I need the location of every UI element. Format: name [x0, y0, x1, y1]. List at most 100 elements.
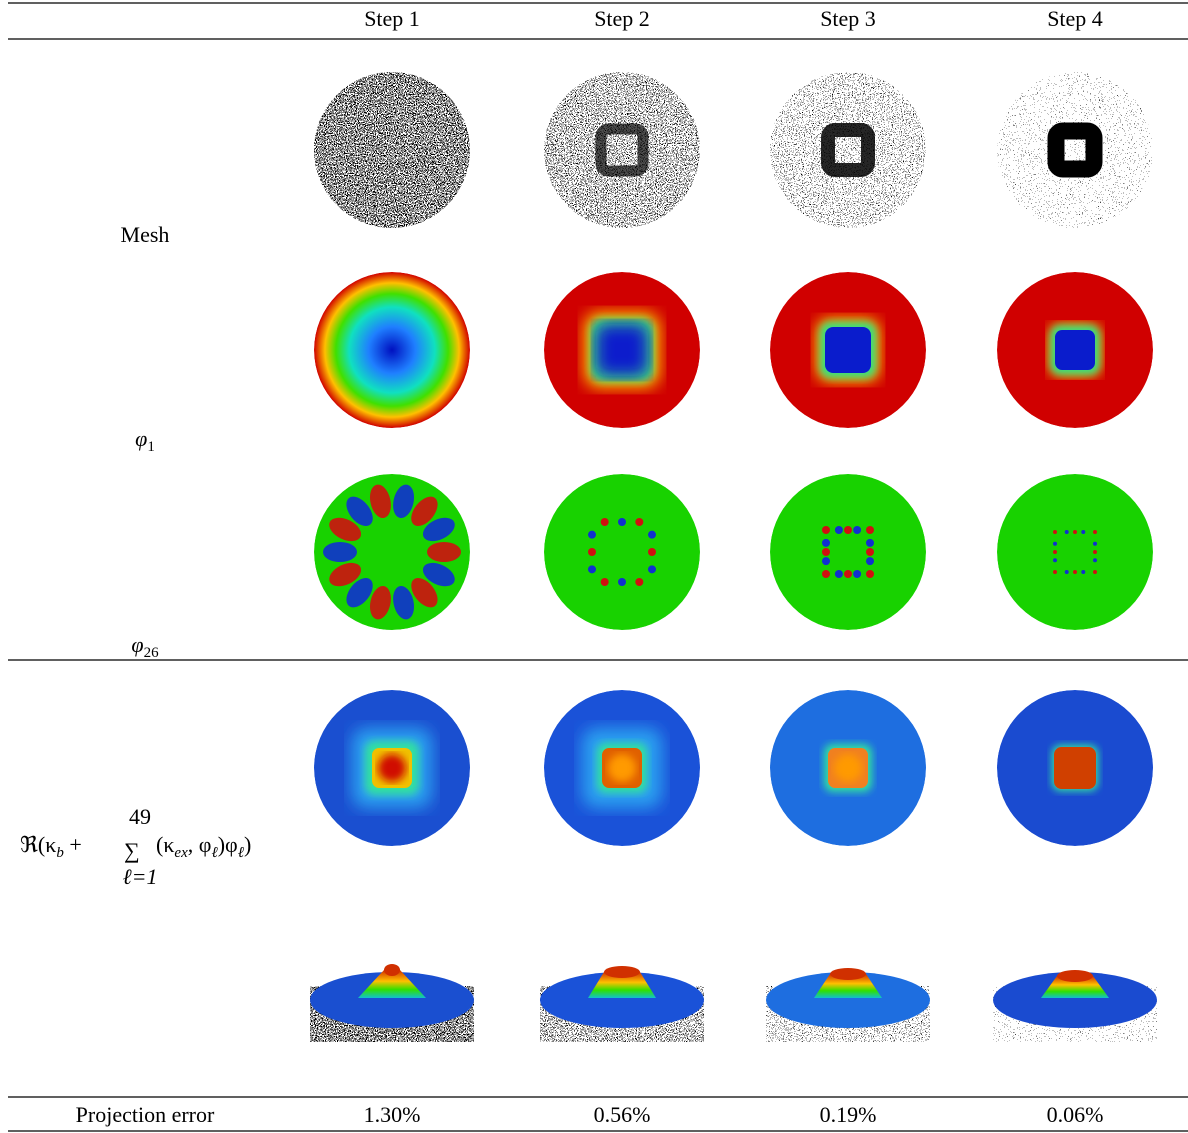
lobe [393, 585, 415, 620]
field [997, 474, 1153, 630]
square [1054, 747, 1096, 789]
lobe [834, 526, 843, 534]
block-top [1057, 970, 1093, 982]
clip [997, 690, 1153, 846]
block-side [588, 972, 656, 998]
formula-part: , φ [188, 832, 212, 857]
square [596, 324, 648, 376]
square [1047, 122, 1103, 178]
clip [544, 690, 700, 846]
clip [544, 72, 700, 228]
clip [997, 474, 1153, 630]
lobe [600, 518, 609, 526]
clip [314, 690, 470, 846]
lobe [427, 542, 461, 562]
formula-part: ) [244, 832, 251, 857]
lobe [369, 484, 391, 519]
lobe [1053, 570, 1057, 574]
lobe [844, 570, 852, 578]
mesh-image [314, 72, 470, 228]
kappa-image [997, 690, 1153, 846]
error-value: 1.30% [364, 1102, 421, 1127]
lobe [422, 517, 455, 542]
lobe [1093, 558, 1097, 563]
square [1055, 330, 1095, 370]
block-side [814, 974, 882, 998]
lobe [1093, 570, 1097, 574]
base-top [766, 972, 930, 1028]
lobe [648, 565, 656, 574]
formula-part: + [64, 832, 82, 857]
clip [997, 272, 1153, 428]
lobe [822, 538, 830, 547]
kappa-3d-image [766, 968, 930, 1042]
square [595, 123, 649, 177]
error-value: 0.06% [1047, 1102, 1104, 1127]
lobe [866, 570, 874, 578]
clip [770, 72, 926, 228]
lobe [1053, 550, 1057, 554]
lobe [600, 578, 609, 586]
lobe [648, 530, 656, 539]
square [825, 327, 871, 373]
lobe [1064, 530, 1069, 534]
phi26-image [770, 474, 926, 630]
row-label: Projection error [76, 1102, 215, 1127]
phi26-image [314, 474, 470, 630]
field [544, 474, 700, 630]
lobe [866, 526, 874, 534]
lobe [648, 548, 656, 556]
base-top [310, 972, 474, 1028]
lobe [329, 562, 362, 587]
block-top [384, 964, 400, 976]
lobe [588, 565, 596, 574]
lobe [618, 518, 626, 526]
lobe [635, 578, 644, 586]
clip [314, 272, 470, 428]
lobe [866, 557, 874, 566]
lobe [1093, 550, 1097, 554]
phi1-image [997, 272, 1153, 428]
lobe [618, 578, 626, 586]
mesh-image [997, 72, 1153, 228]
clip [770, 690, 926, 846]
lobe [411, 496, 438, 527]
mesh-dots [544, 72, 700, 228]
lobe [393, 484, 415, 519]
core [378, 754, 406, 782]
lobe [1053, 530, 1057, 534]
clip [997, 72, 1153, 228]
phi26-image [997, 474, 1153, 630]
lobe [822, 526, 830, 534]
block-side [1041, 976, 1109, 998]
column-header: Step 3 [820, 6, 876, 31]
subscript: 1 [147, 439, 155, 455]
lobe [853, 526, 862, 534]
lobe [422, 562, 455, 587]
lobe [853, 570, 862, 578]
formula-sub: b [56, 845, 64, 861]
formula-sub: ℓ [211, 845, 217, 861]
lobe [635, 518, 644, 526]
symbol: φ [135, 426, 147, 451]
lobe [588, 548, 596, 556]
formula-part: ℜ(κ [20, 832, 56, 857]
mesh-image [544, 72, 700, 228]
lobe [1073, 530, 1077, 534]
phi1-image [314, 272, 470, 428]
lobe [1053, 541, 1057, 546]
lobe [866, 548, 874, 556]
error-value: 0.56% [594, 1102, 651, 1127]
formula-sub: ex [174, 845, 188, 861]
column-header: Step 2 [594, 6, 650, 31]
column-header: Step 4 [1047, 6, 1103, 31]
sum-sign: ∑ [124, 838, 140, 863]
base-top [540, 972, 704, 1028]
base-top [993, 972, 1157, 1028]
clip [314, 474, 470, 630]
phi1-image [770, 272, 926, 428]
sum-upper: 49 [129, 804, 151, 829]
lobe [323, 542, 357, 562]
row-label: φ1 [135, 426, 155, 455]
